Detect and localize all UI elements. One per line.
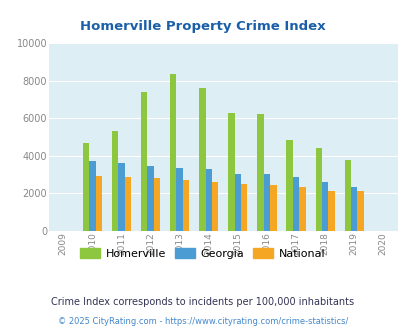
Bar bbox=[241, 184, 247, 231]
Bar bbox=[170, 74, 176, 231]
Bar bbox=[205, 169, 211, 231]
Bar bbox=[199, 88, 205, 231]
Legend: Homerville, Georgia, National: Homerville, Georgia, National bbox=[76, 244, 329, 263]
Bar bbox=[89, 161, 95, 231]
Bar bbox=[321, 182, 328, 231]
Bar bbox=[124, 178, 131, 231]
Text: Homerville Property Crime Index: Homerville Property Crime Index bbox=[80, 20, 325, 33]
Bar bbox=[298, 187, 305, 231]
Bar bbox=[269, 185, 276, 231]
Bar bbox=[286, 140, 292, 231]
Bar bbox=[356, 191, 363, 231]
Bar bbox=[153, 178, 160, 231]
Text: © 2025 CityRating.com - https://www.cityrating.com/crime-statistics/: © 2025 CityRating.com - https://www.city… bbox=[58, 317, 347, 326]
Bar bbox=[176, 168, 182, 231]
Bar bbox=[292, 178, 298, 231]
Bar bbox=[344, 159, 350, 231]
Bar bbox=[228, 114, 234, 231]
Bar bbox=[147, 166, 153, 231]
Bar bbox=[83, 143, 89, 231]
Bar bbox=[118, 163, 124, 231]
Bar bbox=[95, 176, 102, 231]
Bar bbox=[328, 190, 334, 231]
Bar bbox=[112, 131, 118, 231]
Bar bbox=[257, 115, 263, 231]
Bar bbox=[234, 174, 241, 231]
Bar bbox=[211, 182, 218, 231]
Text: Crime Index corresponds to incidents per 100,000 inhabitants: Crime Index corresponds to incidents per… bbox=[51, 297, 354, 307]
Bar bbox=[182, 180, 189, 231]
Bar bbox=[315, 148, 321, 231]
Bar bbox=[263, 174, 269, 231]
Bar bbox=[350, 187, 356, 231]
Bar bbox=[141, 92, 147, 231]
